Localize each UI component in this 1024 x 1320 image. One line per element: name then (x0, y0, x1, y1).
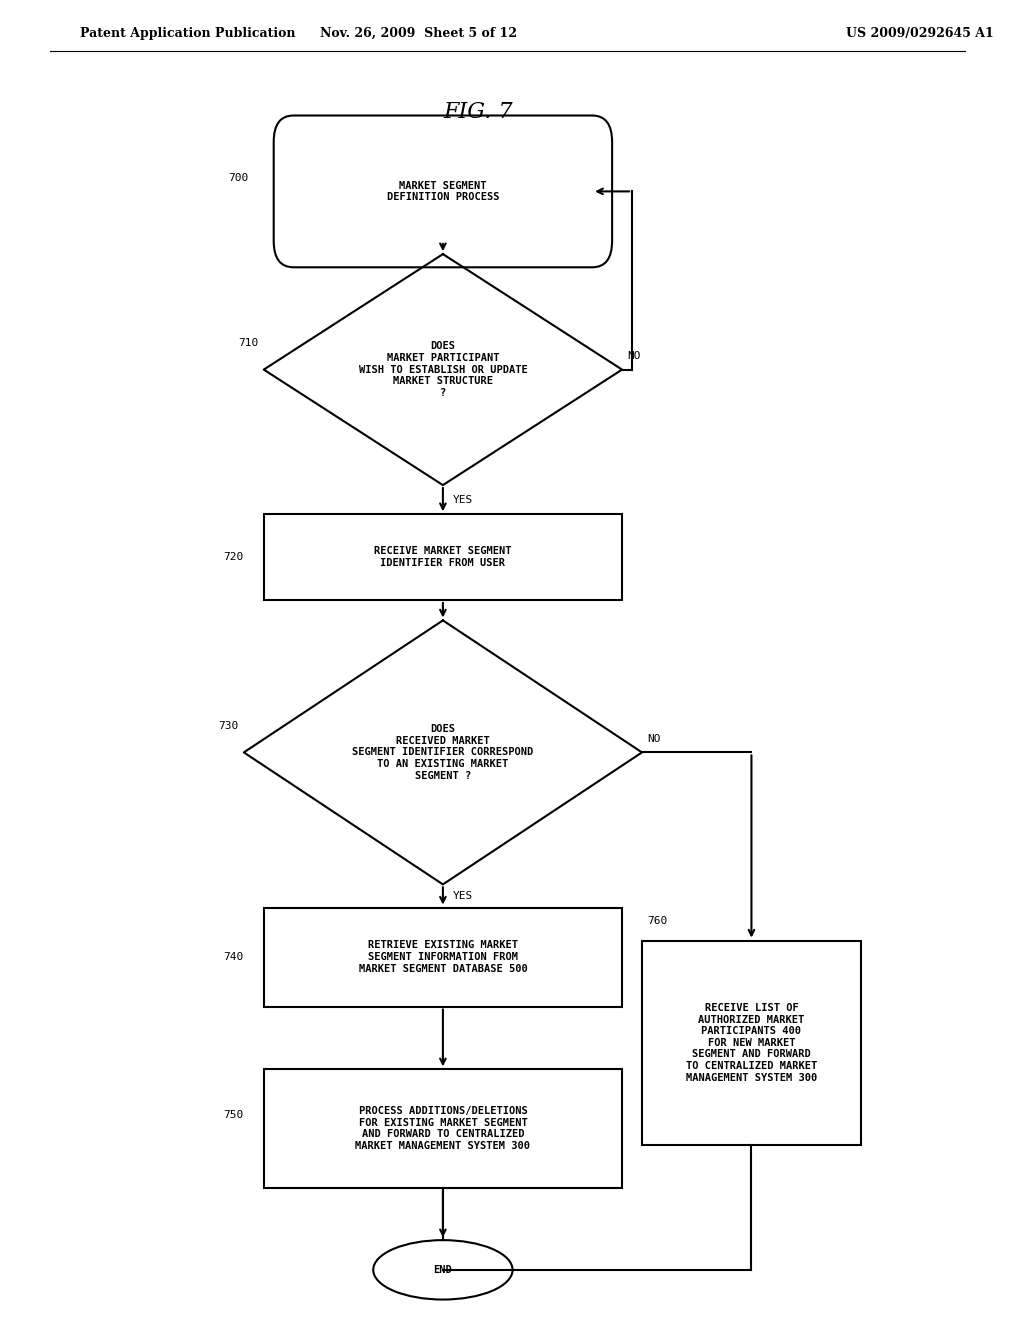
Text: 720: 720 (223, 552, 244, 562)
Text: 750: 750 (223, 1110, 244, 1121)
Text: US 2009/0292645 A1: US 2009/0292645 A1 (846, 26, 993, 40)
Text: Patent Application Publication: Patent Application Publication (80, 26, 295, 40)
Text: PROCESS ADDITIONS/DELETIONS
FOR EXISTING MARKET SEGMENT
AND FORWARD TO CENTRALIZ: PROCESS ADDITIONS/DELETIONS FOR EXISTING… (355, 1106, 530, 1151)
Text: 700: 700 (228, 173, 249, 183)
Text: NO: NO (647, 734, 660, 744)
Text: 740: 740 (223, 952, 244, 962)
Text: RETRIEVE EXISTING MARKET
SEGMENT INFORMATION FROM
MARKET SEGMENT DATABASE 500: RETRIEVE EXISTING MARKET SEGMENT INFORMA… (358, 940, 527, 974)
Text: NO: NO (627, 351, 641, 362)
Ellipse shape (373, 1241, 513, 1299)
FancyBboxPatch shape (264, 908, 622, 1006)
Text: RECEIVE MARKET SEGMENT
IDENTIFIER FROM USER: RECEIVE MARKET SEGMENT IDENTIFIER FROM U… (374, 546, 512, 568)
Text: MARKET SEGMENT
DEFINITION PROCESS: MARKET SEGMENT DEFINITION PROCESS (387, 181, 499, 202)
FancyBboxPatch shape (273, 116, 612, 267)
Text: RECEIVE LIST OF
AUTHORIZED MARKET
PARTICIPANTS 400
FOR NEW MARKET
SEGMENT AND FO: RECEIVE LIST OF AUTHORIZED MARKET PARTIC… (686, 1003, 817, 1082)
Text: 710: 710 (239, 338, 259, 348)
Text: DOES
MARKET PARTICIPANT
WISH TO ESTABLISH OR UPDATE
MARKET STRUCTURE
?: DOES MARKET PARTICIPANT WISH TO ESTABLIS… (358, 342, 527, 397)
Text: YES: YES (453, 495, 473, 504)
Text: 760: 760 (647, 916, 668, 925)
Text: FIG. 7: FIG. 7 (443, 102, 513, 123)
FancyBboxPatch shape (264, 513, 622, 599)
Text: YES: YES (453, 891, 473, 902)
Text: DOES
RECEIVED MARKET
SEGMENT IDENTIFIER CORRESPOND
TO AN EXISTING MARKET
SEGMENT: DOES RECEIVED MARKET SEGMENT IDENTIFIER … (352, 725, 534, 780)
Text: Nov. 26, 2009  Sheet 5 of 12: Nov. 26, 2009 Sheet 5 of 12 (319, 26, 516, 40)
Text: END: END (433, 1265, 453, 1275)
FancyBboxPatch shape (264, 1069, 622, 1188)
Text: 730: 730 (218, 721, 239, 731)
FancyBboxPatch shape (642, 940, 861, 1144)
